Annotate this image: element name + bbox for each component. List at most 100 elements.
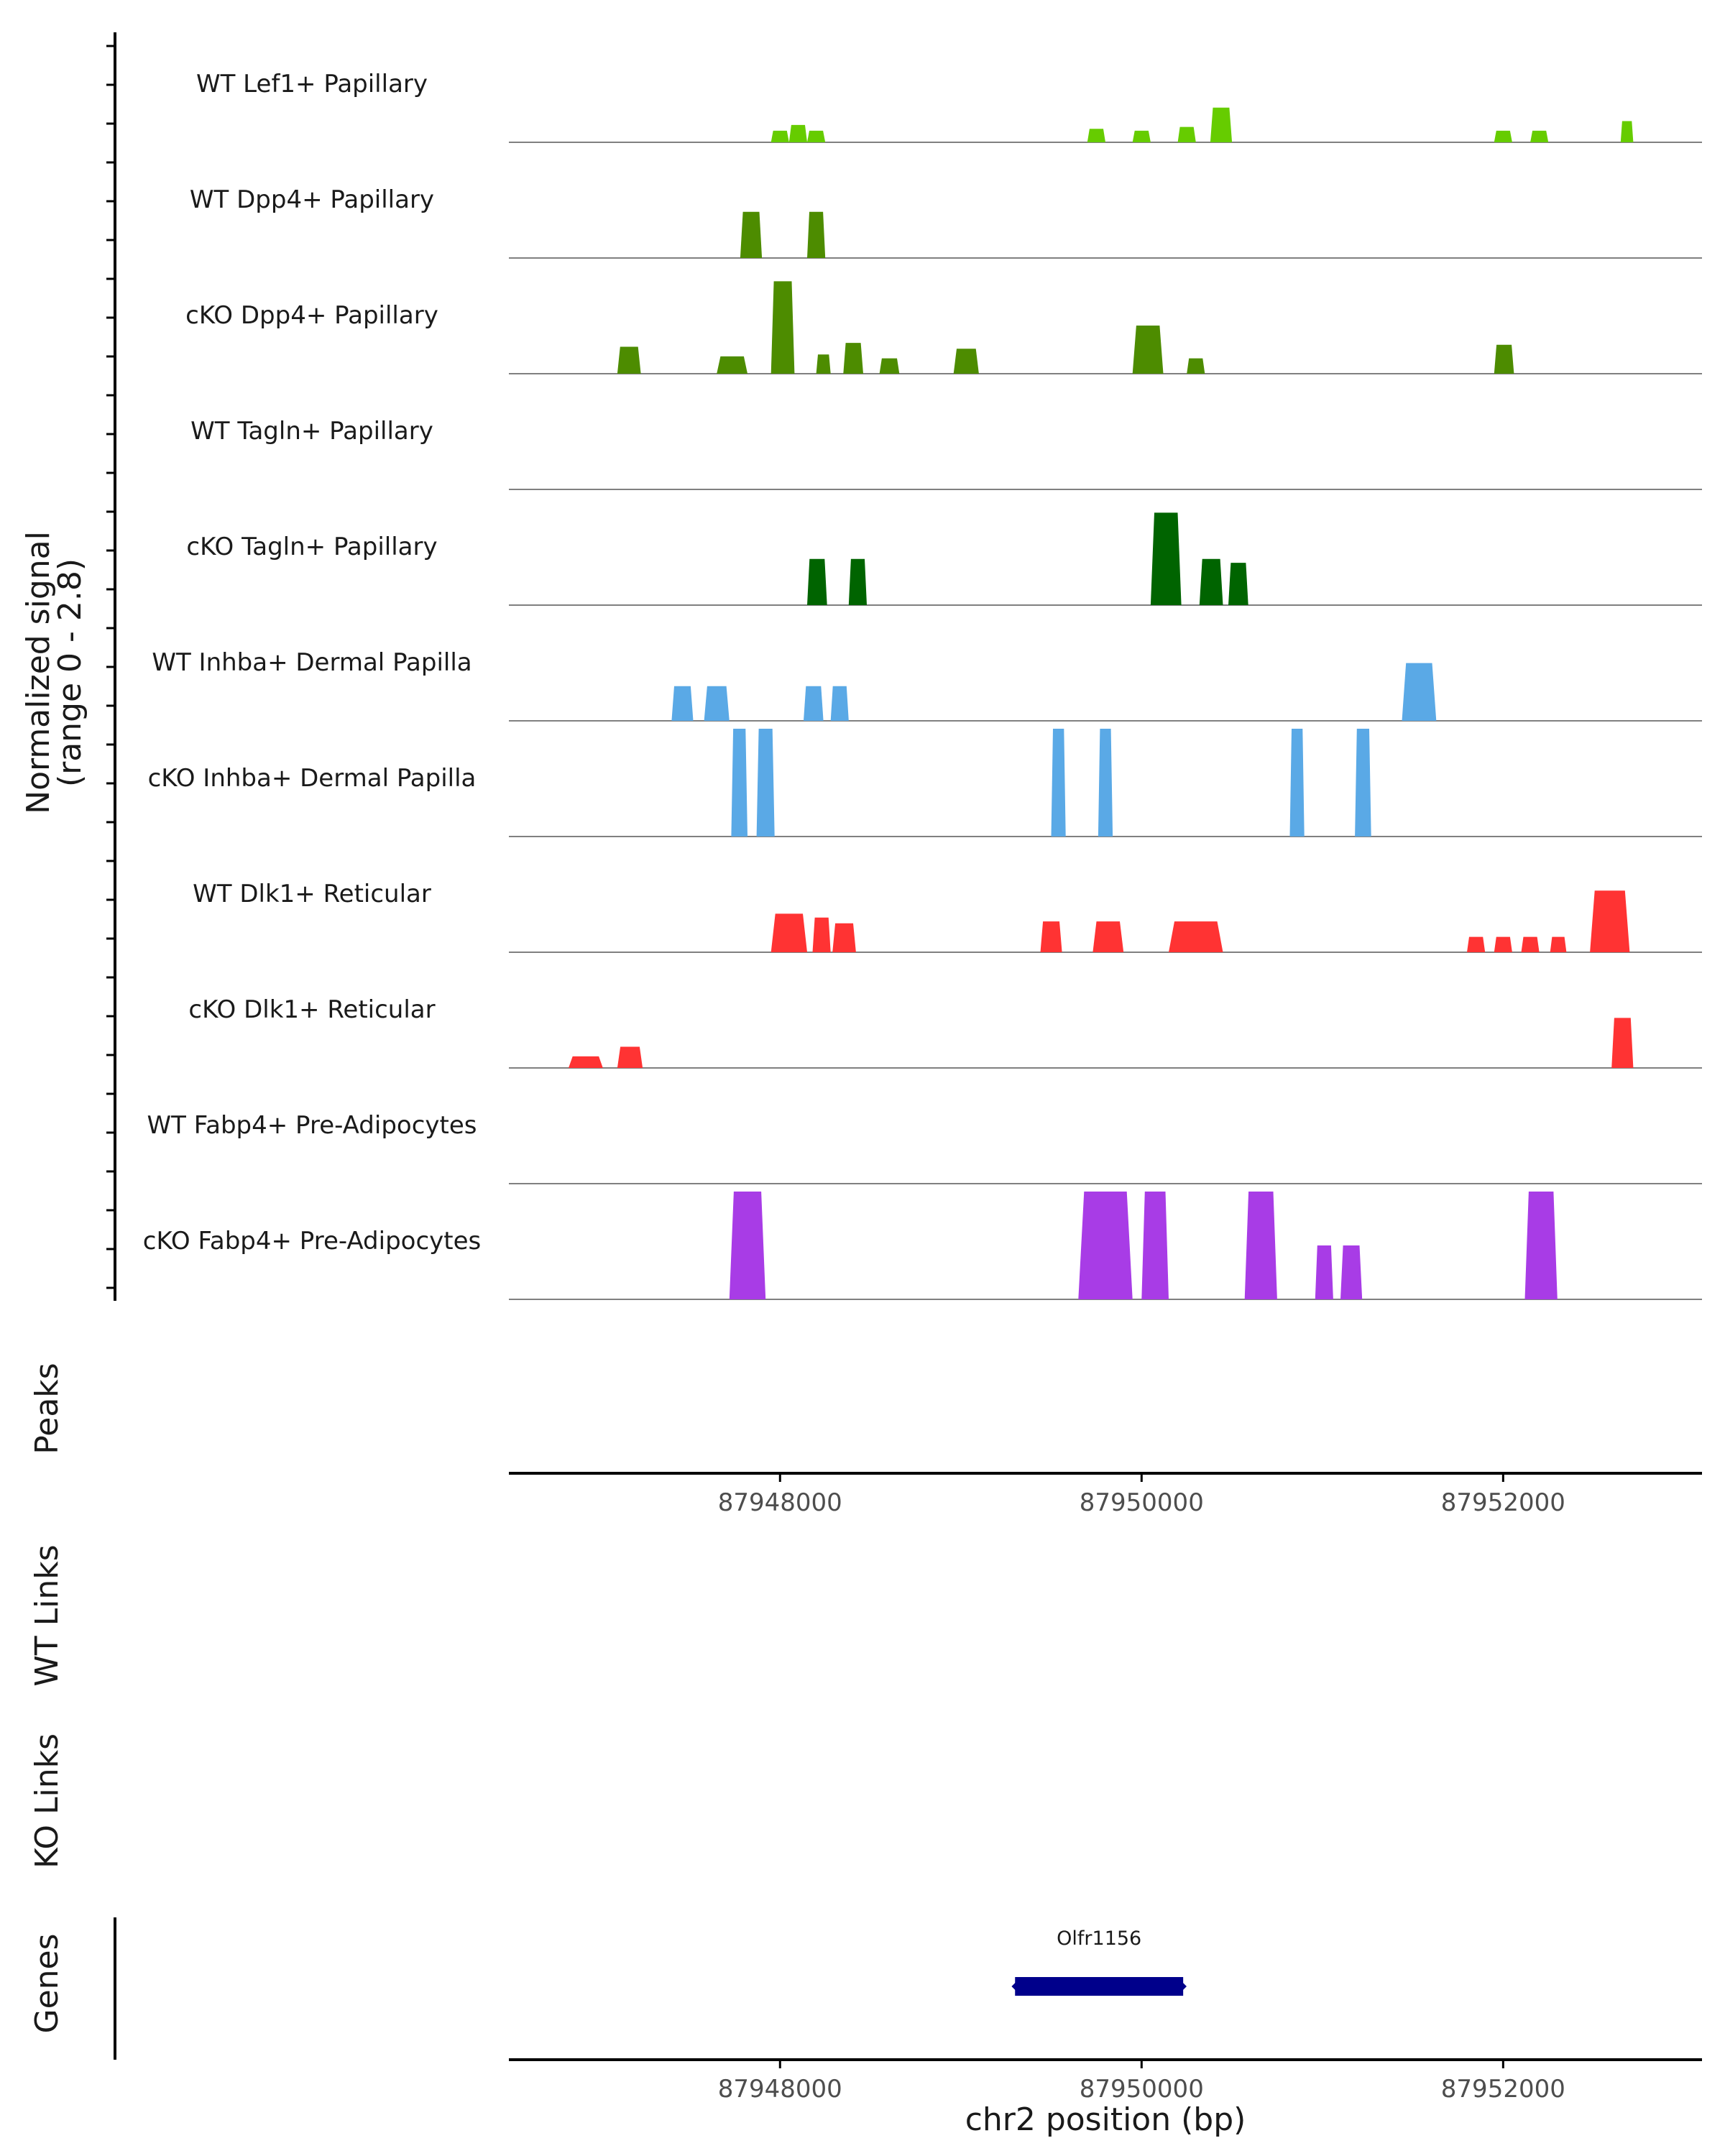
signal-peak (671, 686, 694, 721)
signal-peak (812, 917, 831, 952)
y-axis-title-line2: (range 0 - 2.8) (52, 558, 88, 787)
signal-peak (1228, 563, 1248, 605)
signal-peak (1590, 890, 1630, 952)
signal-peak (1402, 663, 1437, 721)
track-label: cKO Fabp4+ Pre-Adipocytes (143, 1227, 482, 1256)
track-wt-fabp4-pre-adipocytes: WT Fabp4+ Pre-Adipocytes (147, 1111, 1702, 1184)
signal-peak (1494, 130, 1512, 142)
signal-peak (1530, 130, 1549, 142)
signal-peak (1092, 921, 1124, 952)
signal-peak (1087, 129, 1105, 142)
signal-peak (1494, 936, 1512, 952)
track-label: WT Dpp4+ Papillary (190, 185, 434, 214)
x-axis-title: chr2 position (bp) (965, 2101, 1246, 2138)
signal-peak (1340, 1245, 1363, 1299)
signal-peak (1040, 921, 1062, 952)
signal-peak (832, 923, 856, 952)
track-wt-dpp4-papillary: WT Dpp4+ Papillary (190, 185, 1702, 259)
track-cko-fabp4-pre-adipocytes: cKO Fabp4+ Pre-Adipocytes (143, 1192, 1702, 1300)
gene-body (1015, 1977, 1184, 1996)
gene-label: Olfr1156 (1057, 1927, 1141, 1950)
signal-peak (770, 130, 789, 142)
signal-peak (1521, 936, 1540, 952)
y-axis-title-line1: Normalized signal (20, 531, 57, 814)
track-label: cKO Dpp4+ Papillary (185, 301, 438, 330)
signal-peak (848, 558, 867, 605)
y-axis-title: Normalized signal (range 0 - 2.8) (20, 531, 88, 814)
x-axis-ticks-bottom: 87948000 87950000 87952000 (718, 2060, 1565, 2104)
signal-peak (816, 354, 831, 374)
signal-peak (729, 1192, 766, 1299)
track-label: WT Tagln+ Papillary (190, 417, 433, 446)
signal-peak (1467, 936, 1486, 952)
signal-peak (1132, 326, 1164, 374)
x-tick-label: 87950000 (1080, 2075, 1204, 2104)
signal-peak (1289, 729, 1305, 837)
track-wt-dlk1-reticular: WT Dlk1+ Reticular (193, 880, 1702, 953)
signal-peak (704, 686, 730, 721)
signal-peak (1494, 344, 1514, 374)
signal-peak (1315, 1245, 1333, 1299)
signal-peak (1150, 512, 1182, 605)
signal-peak (1141, 1192, 1169, 1299)
track-label: WT Lef1+ Papillary (196, 70, 428, 98)
signal-peak (879, 358, 900, 374)
genes-panel-label: Genes (29, 1933, 65, 2033)
signal-peak (717, 356, 748, 374)
x-tick-label: 87948000 (718, 2075, 842, 2104)
signal-peak (617, 1046, 643, 1068)
signal-peak (1078, 1192, 1133, 1299)
wt-links-panel-label: WT Links (29, 1544, 65, 1686)
track-label: cKO Dlk1+ Reticular (188, 995, 435, 1024)
signal-peak (1550, 936, 1567, 952)
signal-peak (804, 686, 824, 721)
track-label: WT Inhba+ Dermal Papilla (152, 648, 472, 677)
track-wt-lef1-papillary: WT Lef1+ Papillary (196, 70, 1702, 143)
signal-peak (1244, 1192, 1277, 1299)
track-cko-inhba-dermal-papilla: cKO Inhba+ Dermal Papilla (148, 729, 1702, 837)
x-tick-label: 87952000 (1441, 2075, 1565, 2104)
signal-peak (770, 281, 795, 374)
signal-peak (569, 1056, 603, 1068)
signal-peak (1355, 729, 1371, 837)
signal-peak (731, 729, 748, 837)
x-tick-label: 87952000 (1441, 1488, 1565, 1517)
signal-peak (830, 686, 849, 721)
track-wt-tagln-papillary: WT Tagln+ Papillary (190, 417, 1702, 490)
signal-peak (807, 130, 826, 142)
signal-peak (807, 558, 827, 605)
track-cko-tagln-papillary: cKO Tagln+ Papillary (186, 512, 1702, 606)
signal-peak (1199, 558, 1223, 605)
signal-peak (1132, 130, 1151, 142)
signal-peak (1169, 921, 1223, 952)
signal-peak (807, 211, 826, 258)
signal-peak (1620, 121, 1634, 142)
signal-peak (1611, 1018, 1634, 1068)
signal-peak (1187, 358, 1205, 374)
signal-peak (770, 913, 807, 952)
track-cko-dpp4-papillary: cKO Dpp4+ Papillary (185, 281, 1702, 374)
signal-peak (1098, 729, 1113, 837)
signal-peak (617, 346, 641, 374)
gene-annotations: Olfr1156 (1011, 1927, 1187, 1996)
x-tick-label: 87948000 (718, 1488, 842, 1517)
track-cko-dlk1-reticular: cKO Dlk1+ Reticular (188, 995, 1702, 1069)
signal-peak (1524, 1192, 1558, 1299)
track-label: WT Fabp4+ Pre-Adipocytes (147, 1111, 477, 1140)
signal-peak (953, 349, 979, 374)
signal-peak (740, 211, 763, 258)
track-wt-inhba-dermal-papilla: WT Inhba+ Dermal Papilla (152, 648, 1702, 722)
signal-peak (1177, 126, 1196, 142)
track-label: WT Dlk1+ Reticular (193, 880, 431, 908)
signal-peak (843, 343, 863, 374)
track-label: cKO Inhba+ Dermal Papilla (148, 764, 477, 793)
y-axis-ticks (106, 45, 115, 1289)
signal-peak (1051, 729, 1066, 837)
x-axis-ticks-top: 87948000 87950000 87952000 (718, 1473, 1565, 1517)
gene-strand-arrow (1011, 1978, 1022, 1995)
ko-links-panel-label: KO Links (29, 1733, 65, 1869)
signal-tracks: WT Lef1+ Papillary WT Dpp4+ Papillary cKO … (143, 70, 1702, 1300)
x-tick-label: 87950000 (1080, 1488, 1204, 1517)
